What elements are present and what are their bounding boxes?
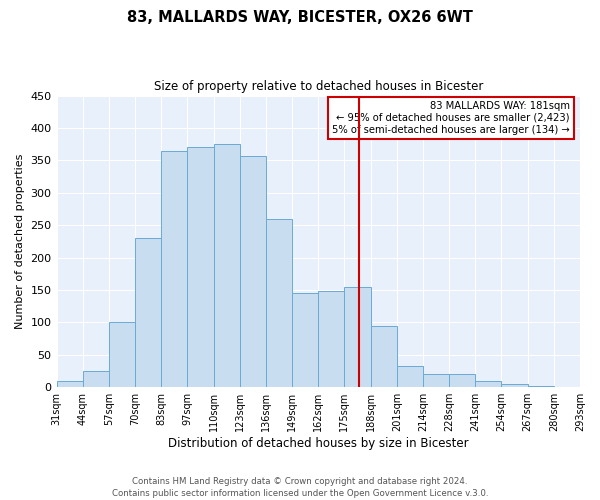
Bar <box>318 290 344 387</box>
Bar <box>527 386 554 387</box>
Bar <box>423 374 449 387</box>
Bar <box>344 287 371 387</box>
Bar <box>502 384 527 387</box>
Bar <box>449 374 475 387</box>
Bar <box>266 218 292 387</box>
Bar <box>214 144 240 387</box>
X-axis label: Distribution of detached houses by size in Bicester: Distribution of detached houses by size … <box>168 437 469 450</box>
Y-axis label: Number of detached properties: Number of detached properties <box>15 154 25 329</box>
Text: 83 MALLARDS WAY: 181sqm
← 95% of detached houses are smaller (2,423)
5% of semi-: 83 MALLARDS WAY: 181sqm ← 95% of detache… <box>332 102 569 134</box>
Bar <box>135 238 161 387</box>
Bar <box>397 366 423 387</box>
Bar <box>554 386 580 387</box>
Bar <box>475 380 502 387</box>
Bar <box>371 326 397 387</box>
Text: Contains HM Land Registry data © Crown copyright and database right 2024.
Contai: Contains HM Land Registry data © Crown c… <box>112 476 488 498</box>
Text: 83, MALLARDS WAY, BICESTER, OX26 6WT: 83, MALLARDS WAY, BICESTER, OX26 6WT <box>127 10 473 25</box>
Bar <box>240 156 266 387</box>
Title: Size of property relative to detached houses in Bicester: Size of property relative to detached ho… <box>154 80 483 93</box>
Bar <box>83 371 109 387</box>
Bar <box>292 292 318 387</box>
Bar <box>109 322 135 387</box>
Bar <box>161 150 187 387</box>
Bar <box>56 380 83 387</box>
Bar <box>187 148 214 387</box>
